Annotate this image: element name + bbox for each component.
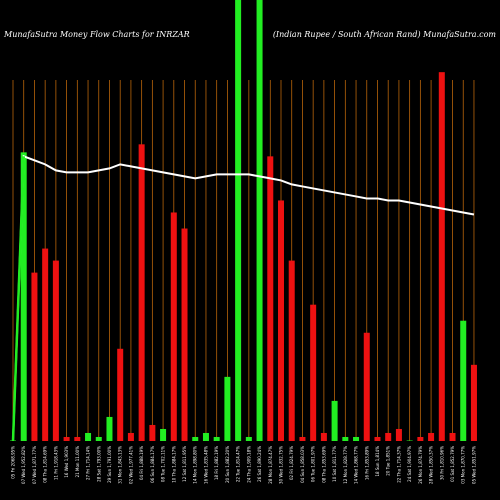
bar-32 (353, 436, 360, 441)
bar-40 (438, 72, 445, 441)
bar-26 (288, 260, 295, 441)
bar-12 (138, 144, 145, 441)
x-tick-label-2: 07 Wed 1,871.77% (32, 446, 37, 484)
bar-42 (460, 320, 467, 441)
money-flow-line-start (11, 156, 25, 442)
bar-8 (95, 436, 102, 441)
x-tick-label-21: 22 Tue 1,814.47% (236, 446, 241, 482)
x-tick-label-9: 29 Sun 1,791.00% (107, 446, 112, 483)
bar-29 (320, 432, 327, 441)
bar-17 (192, 436, 199, 441)
x-tick-label-40: 30 Fri 1,810.96% (439, 446, 444, 480)
x-tick-label-16: 12 Sat 1,811.95% (182, 446, 187, 482)
bar-6 (74, 436, 81, 441)
bar-14 (160, 428, 167, 441)
chart-title-right: (Indian Rupee / South African Rand) Muna… (273, 30, 497, 39)
x-tick-label-0: 05 Fri 2068.95% (11, 446, 16, 479)
bar-28 (310, 304, 317, 441)
bar-30 (331, 400, 338, 441)
bar-15 (170, 212, 177, 441)
bar-33 (363, 332, 370, 441)
x-tick-label-26: 02 Fri 1,824.79% (289, 446, 294, 480)
bar-43 (470, 364, 477, 441)
bar-27 (299, 436, 306, 441)
bars (10, 0, 477, 441)
x-tick-label-7: 27 Fri 1,714.14% (86, 446, 91, 480)
x-tick-label-23: 26 Sat 1,890.24% (257, 446, 262, 482)
bar-34 (374, 436, 381, 441)
bar-37 (406, 440, 413, 441)
x-tick-label-17: 14 Mon 1,898.80% (193, 446, 198, 484)
bar-7 (85, 432, 92, 441)
x-tick-label-15: 10 Thu 1,884.17% (171, 446, 176, 483)
x-tick-label-10: 31 Mon 1,843.13% (118, 446, 123, 484)
x-tick-label-24: 28 Mon 1,874.47% (268, 446, 273, 484)
bar-36 (395, 428, 402, 441)
bar-21 (235, 0, 242, 441)
x-tick-label-8: 28 Sat 1,793.00% (96, 446, 101, 482)
x-tick-label-3: 08 Thu 1,814.69% (43, 446, 48, 483)
x-tick-label-36: 22 Thu 1,714.37% (396, 446, 401, 483)
bar-5 (63, 436, 70, 441)
x-tick-label-20: 20 Sun 1,882.20% (225, 446, 230, 483)
x-tick-label-28: 06 Tue 1,801.97% (311, 446, 316, 482)
bar-19 (213, 436, 220, 441)
x-tick-label-37: 24 Sat 1,904.97% (407, 446, 412, 482)
x-tick-label-35: 20 Tue 1,851% (386, 446, 391, 476)
x-tick-label-1: 07 Wed 1,952.82% (21, 446, 26, 484)
bar-24 (267, 156, 274, 441)
x-tick-label-42: 03 Mon 1,870.77% (461, 446, 466, 484)
bar-39 (428, 432, 435, 441)
x-tick-label-32: 14 Wed 1,868.77% (354, 446, 359, 484)
x-tick-label-31: 12 Mon 1,828.77% (343, 446, 348, 484)
x-tick-label-11: 02 Wed 1,977.41% (128, 446, 133, 484)
x-tick-label-41: 01 Sat 1,852.79% (450, 446, 455, 482)
bar-10 (117, 348, 124, 441)
x-tick-label-5: 16 Wed 1,903% (64, 446, 69, 478)
x-tick-label-39: 28 Wed 1,850.37% (429, 446, 434, 484)
bar-35 (385, 432, 392, 441)
x-tick-label-43: 05 Wed 1,851.97% (471, 446, 476, 484)
x-tick-label-12: 04 Fri 1,888.19% (139, 446, 144, 480)
x-tick-label-30: 10 Sat 1,811.77% (332, 446, 337, 482)
x-tick-label-4: 11 Fri 1,918.43% (53, 446, 58, 480)
x-tick-labels: 05 Fri 2068.95% 07 Wed 1,952.82% 07 Wed 1,… (11, 446, 477, 484)
bar-22 (245, 436, 252, 441)
bar-1 (20, 152, 27, 441)
bar-41 (449, 432, 456, 441)
money-flow-line (12, 154, 475, 442)
x-tick-label-38: 26 Mon 1,874.79% (418, 446, 423, 484)
x-tick-label-18: 16 Wed 1,835.48% (203, 446, 208, 484)
x-tick-label-13: 06 Sun 1,884.17% (150, 446, 155, 483)
bar-9 (106, 416, 113, 441)
x-tick-label-19: 18 Fri 1,882.19% (214, 446, 219, 480)
x-tick-label-29: 08 Thu 1,853.69% (321, 446, 326, 483)
x-tick-label-14: 08 Tue 1,702.11% (161, 446, 166, 482)
bar-31 (342, 436, 349, 441)
trend-line (11, 154, 475, 442)
bar-23 (256, 0, 263, 441)
x-tick-label-33: 16 Fri 1,853.89% (364, 446, 369, 480)
bar-38 (417, 436, 424, 441)
x-tick-label-34: 18 Sun 1,814% (375, 446, 380, 477)
bar-4 (52, 260, 59, 441)
chart-title-left: MunafaSutra Money Flow Charts for INRZAR (3, 30, 190, 39)
x-tick-label-6: 21 Mon 11.00% (75, 446, 80, 478)
bar-3 (42, 248, 49, 441)
bar-13 (149, 424, 156, 441)
bar-11 (127, 432, 134, 441)
bar-16 (181, 228, 188, 441)
x-tick-label-22: 24 Thu 1,909.18% (246, 446, 251, 483)
x-tick-label-25: 30 Wed 1,832.75% (279, 446, 284, 484)
bar-18 (202, 432, 209, 441)
bar-2 (31, 272, 38, 441)
bar-25 (278, 200, 284, 441)
x-tick-label-27: 04 Sun 1,858.03% (300, 446, 305, 483)
bar-20 (224, 376, 231, 441)
